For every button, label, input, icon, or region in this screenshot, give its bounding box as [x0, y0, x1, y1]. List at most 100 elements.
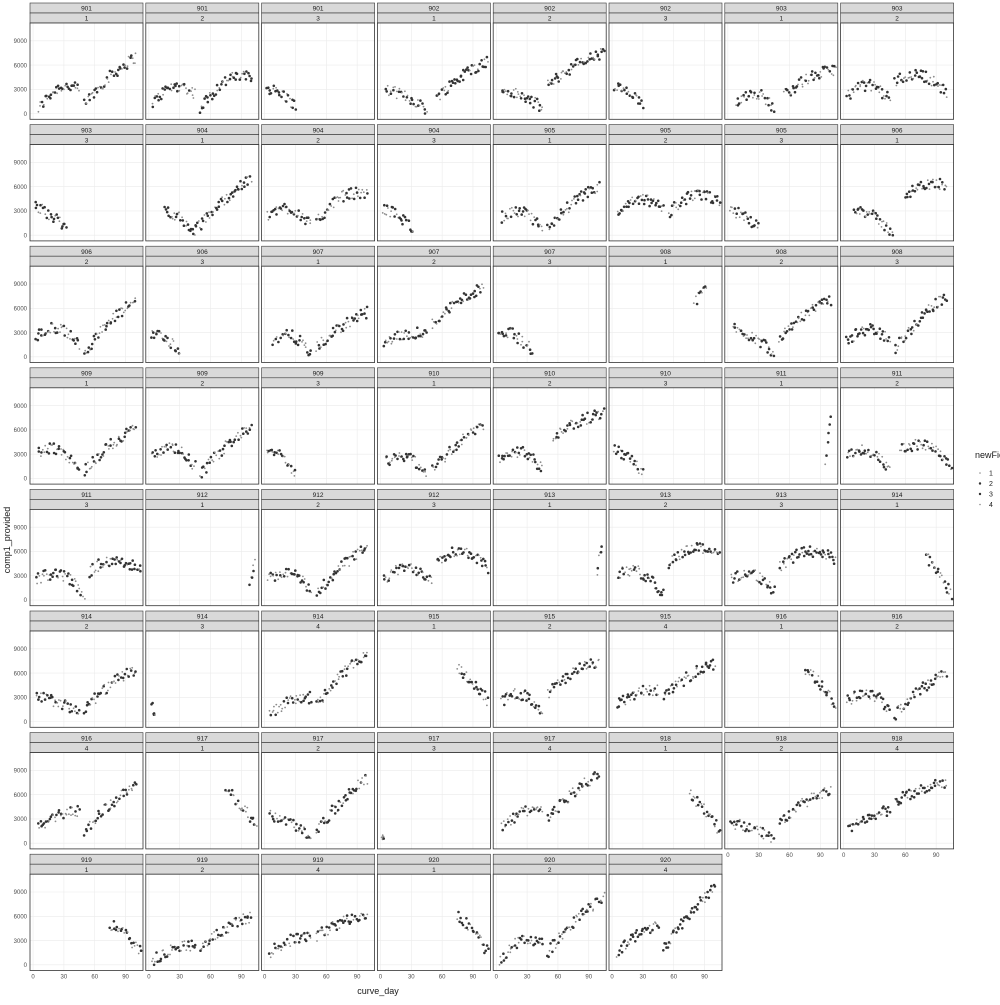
data-point: [562, 210, 565, 214]
facet-label-id: 903: [776, 6, 787, 13]
panel-border: [492, 752, 607, 850]
data-point: [941, 83, 945, 87]
data-point: [621, 567, 624, 570]
data-point: [383, 340, 387, 344]
data-point: [36, 582, 38, 585]
data-point: [868, 211, 871, 213]
data-point: [163, 88, 167, 91]
data-point: [271, 817, 275, 821]
data-point: [555, 943, 558, 946]
data-point: [578, 918, 581, 921]
data-point: [772, 110, 776, 113]
data-point: [108, 69, 112, 73]
data-point: [821, 797, 824, 799]
data-point: [307, 701, 311, 705]
data-point: [914, 438, 917, 441]
data-point: [515, 451, 517, 454]
data-point: [568, 73, 571, 76]
data-point: [94, 569, 97, 572]
data-point: [694, 675, 697, 678]
data-point: [590, 191, 594, 194]
data-point: [646, 573, 649, 576]
data-point: [910, 332, 913, 336]
data-point: [35, 575, 38, 579]
panel-points: [847, 778, 948, 833]
panel-border: [29, 22, 144, 120]
data-point: [66, 702, 69, 705]
data-point: [862, 81, 866, 84]
panel-points: [266, 448, 297, 477]
data-point: [691, 799, 695, 802]
data-point: [414, 336, 418, 340]
data-point: [791, 561, 795, 564]
data-point: [120, 314, 124, 318]
data-point: [880, 333, 884, 336]
data-point: [110, 73, 112, 76]
data-point: [131, 789, 134, 792]
data-point: [180, 84, 183, 87]
facet-label-field: 3: [200, 624, 204, 631]
data-point: [885, 814, 889, 817]
data-point: [770, 109, 773, 112]
data-point: [809, 307, 812, 310]
y-tick-label: 3000: [14, 331, 28, 337]
data-point: [912, 693, 915, 696]
data-point: [539, 941, 541, 944]
data-point: [855, 212, 858, 215]
data-point: [58, 220, 61, 223]
data-point: [538, 937, 541, 941]
data-point: [65, 813, 68, 816]
data-point: [564, 799, 568, 803]
data-point: [850, 823, 852, 826]
data-point: [740, 576, 743, 579]
data-point: [201, 942, 204, 945]
data-point: [517, 93, 520, 95]
data-point: [161, 445, 163, 448]
data-point: [330, 205, 333, 207]
data-point: [922, 443, 925, 447]
data-point: [770, 841, 772, 843]
data-point: [182, 453, 185, 455]
data-point: [315, 828, 319, 832]
data-point: [295, 695, 298, 697]
data-point: [114, 796, 118, 799]
data-point: [787, 91, 791, 94]
data-point: [808, 673, 811, 676]
data-point: [699, 673, 701, 675]
data-point: [472, 556, 476, 559]
data-point: [562, 70, 565, 73]
y-tick-label: 3000: [14, 817, 28, 823]
data-point: [858, 332, 861, 335]
data-point: [275, 206, 278, 209]
data-point: [337, 565, 340, 567]
data-point: [758, 338, 761, 340]
data-point: [910, 696, 912, 699]
data-point: [820, 680, 824, 683]
data-point: [941, 181, 944, 184]
data-point: [105, 324, 108, 328]
data-point: [203, 467, 206, 470]
data-point: [819, 71, 822, 73]
data-point: [566, 676, 570, 680]
data-point: [440, 315, 444, 318]
data-point: [778, 341, 780, 343]
data-point: [246, 183, 249, 186]
data-point: [538, 103, 542, 107]
facet-label-field: 3: [895, 259, 899, 266]
data-point: [908, 71, 912, 74]
data-point: [169, 445, 173, 449]
data-point: [92, 334, 96, 338]
data-point: [35, 691, 39, 695]
data-point: [123, 932, 126, 934]
data-point: [711, 815, 714, 818]
data-point: [589, 52, 592, 55]
data-point: [211, 938, 214, 941]
data-point: [672, 687, 676, 690]
data-point: [502, 90, 505, 94]
data-point: [596, 183, 599, 186]
data-point: [101, 813, 104, 816]
data-point: [928, 555, 932, 559]
x-tick-label: 90: [354, 975, 361, 981]
